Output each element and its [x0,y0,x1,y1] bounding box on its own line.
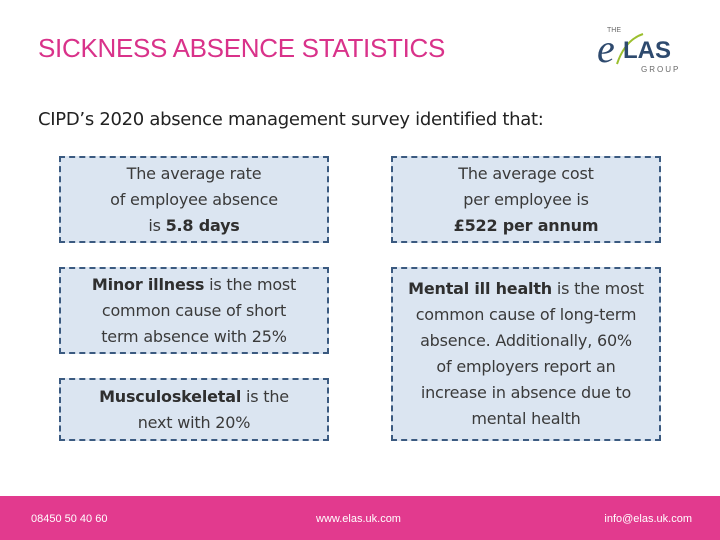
logo-e-letter: e [597,26,615,71]
logo-las-letters: LAS [623,37,671,64]
box-highlight: £522 per annum [453,215,599,235]
footer-bar: 08450 50 40 60 www.elas.uk.com info@elas… [0,496,720,540]
logo-group-text: GROUP [641,65,680,74]
stat-box-average-cost: The average cost per employee is £522 pe… [391,156,661,243]
box-highlight: Mental ill health [408,279,552,298]
footer-email-link[interactable]: info@elas.uk.com [604,513,692,525]
box-line: The average rate [126,163,262,183]
footer-website-link[interactable]: www.elas.uk.com [316,513,401,525]
box-line: of employers report an [436,357,616,376]
box-line: absence. Additionally, 60% [420,331,632,350]
box-line: The average cost [458,163,594,183]
logo-swoosh [616,33,644,65]
box-line: mental health [471,409,581,428]
box-highlight: 5.8 days [165,215,240,235]
elas-logo: THE e LAS GROUP [597,26,680,74]
box-line: is [148,215,166,235]
logo-the-text: THE [607,27,621,34]
box-highlight: Musculoskeletal [99,386,242,406]
box-line: common cause of long-term [415,305,637,324]
box-line: increase in absence due to [420,383,632,402]
page-title: SICKNESS ABSENCE STATISTICS [38,33,446,63]
stat-box-minor-illness: Minor illness is the most common cause o… [59,267,329,354]
footer-phone[interactable]: 08450 50 40 60 [31,513,108,525]
box-line: is the [241,386,289,406]
intro-text: CIPD’s 2020 absence management survey id… [38,109,544,130]
stat-box-mental-health: Mental ill health is the most common cau… [391,267,661,441]
box-line: per employee is [463,189,589,209]
box-line: is the most [204,274,297,294]
box-highlight: Minor illness [91,274,205,294]
stat-box-average-rate: The average rate of employee absence is … [59,156,329,243]
box-line: is the most [551,279,644,298]
box-line: term absence with 25% [101,326,287,346]
box-line: of employee absence [110,189,278,209]
stat-box-musculoskeletal: Musculoskeletal is the next with 20% [59,378,329,441]
box-line: common cause of short [101,300,287,320]
box-line: next with 20% [137,412,251,432]
